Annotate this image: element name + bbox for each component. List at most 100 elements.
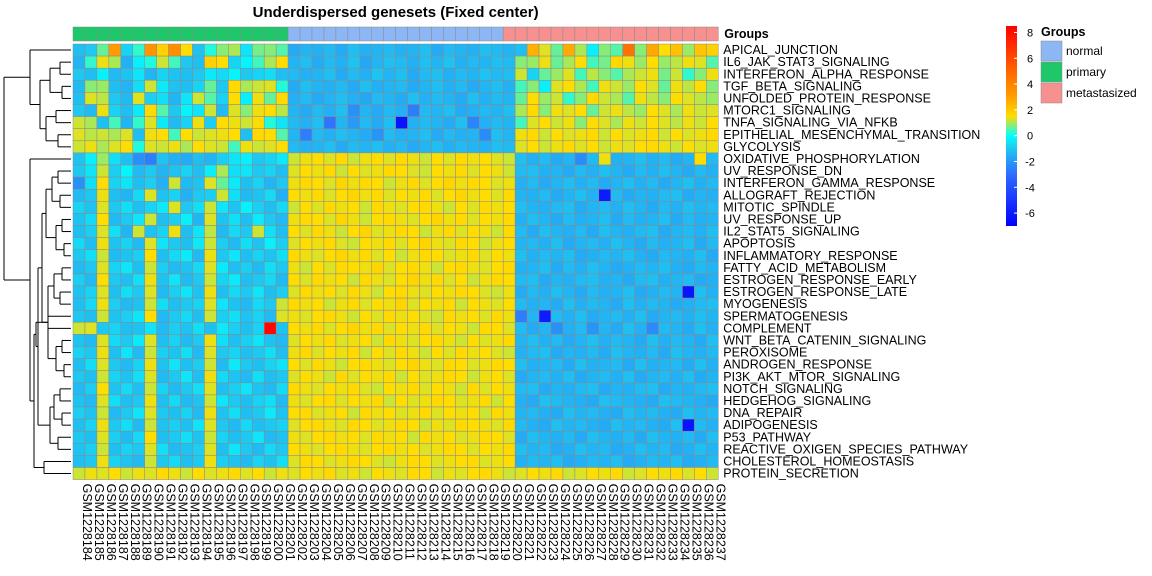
heatmap-cell	[526, 92, 540, 105]
heatmap-cell	[323, 297, 337, 311]
heatmap-cell	[706, 370, 719, 384]
heatmap-cell	[622, 67, 635, 81]
heatmap-cell	[622, 370, 635, 384]
heatmap-cell	[467, 225, 480, 238]
heatmap-cell	[670, 140, 683, 154]
heatmap-cell	[359, 176, 372, 190]
heatmap-cell	[168, 430, 181, 444]
row-label: ANDROGEN_RESPONSE	[723, 358, 872, 372]
heatmap-cell	[550, 382, 564, 396]
heatmap-cell	[622, 164, 635, 178]
heatmap-cell	[479, 116, 492, 129]
heatmap-cell	[491, 201, 504, 214]
heatmap-cell	[120, 346, 134, 359]
heatmap-cell	[263, 152, 277, 166]
annotation-cell-metastasized	[658, 26, 671, 42]
heatmap-cell	[407, 322, 420, 335]
heatmap-cell	[562, 334, 576, 347]
heatmap-cell	[706, 418, 719, 432]
heatmap-cell	[383, 213, 396, 226]
heatmap-cell	[84, 418, 98, 432]
heatmap-cell	[431, 418, 444, 432]
heatmap-cell	[252, 394, 265, 408]
heatmap-cell	[96, 80, 110, 93]
heatmap-cell	[550, 140, 564, 154]
heatmap-cell	[694, 285, 707, 299]
heatmap-cell	[168, 164, 181, 178]
heatmap-cell	[586, 249, 600, 263]
heatmap-cell	[419, 152, 432, 166]
heatmap-cell	[610, 467, 623, 480]
heatmap-cell	[156, 104, 169, 117]
heatmap-cell	[84, 382, 98, 396]
heatmap-cell	[204, 309, 217, 323]
heatmap-cell	[323, 334, 337, 347]
heatmap-cell	[526, 467, 540, 480]
heatmap-cell	[694, 201, 707, 214]
heatmap-cell	[598, 285, 611, 299]
heatmap-cell	[574, 92, 588, 105]
heatmap-cell	[275, 358, 289, 371]
heatmap-cell	[586, 104, 600, 117]
heatmap-cell	[156, 322, 169, 335]
heatmap-cell	[144, 104, 157, 117]
heatmap-cell	[144, 334, 157, 347]
heatmap-cell	[323, 346, 337, 359]
heatmap-cell	[299, 43, 313, 57]
heatmap-cell	[96, 104, 110, 117]
heatmap-cell	[275, 261, 289, 275]
heatmap-cell	[335, 55, 349, 69]
heatmap-cell	[502, 370, 516, 384]
column-label: GSM1228213	[427, 484, 441, 561]
annotation-cell-primary	[156, 26, 169, 42]
heatmap-cell	[216, 346, 229, 359]
heatmap-cell	[502, 67, 516, 81]
heatmap-cell	[287, 249, 301, 263]
heatmap-cell	[228, 55, 241, 69]
heatmap-cell	[311, 237, 325, 250]
heatmap-cell	[84, 237, 98, 250]
heatmap-cell	[670, 406, 683, 420]
heatmap-cell	[574, 80, 588, 93]
heatmap-cell	[491, 116, 504, 129]
annotation-cell-metastasized	[586, 26, 600, 42]
heatmap-cell	[72, 358, 86, 371]
annotation-cell-primary	[263, 26, 277, 42]
heatmap-cell	[467, 128, 480, 142]
heatmap-cell	[646, 370, 659, 384]
heatmap-cell	[383, 418, 396, 432]
heatmap-cell	[311, 273, 325, 287]
heatmap-cell	[311, 116, 325, 129]
heatmap-cell	[359, 430, 372, 444]
heatmap-cell	[204, 273, 217, 287]
heatmap-cell	[132, 406, 145, 420]
heatmap-cell	[275, 67, 289, 81]
annotation-cell-primary	[228, 26, 241, 42]
heatmap-cell	[634, 213, 647, 226]
heatmap-cell	[634, 297, 647, 311]
heatmap-cell	[694, 430, 707, 444]
heatmap-cell	[120, 418, 134, 432]
heatmap-cell	[622, 467, 635, 480]
heatmap-cell	[323, 261, 337, 275]
heatmap-cell	[359, 164, 372, 178]
heatmap-cell	[299, 225, 313, 238]
heatmap-cell	[216, 370, 229, 384]
heatmap-cell	[395, 334, 408, 347]
heatmap-cell	[216, 334, 229, 347]
heatmap-cell	[586, 213, 600, 226]
heatmap-cell	[419, 406, 432, 420]
heatmap-cell	[514, 370, 528, 384]
heatmap-cell	[586, 309, 600, 323]
heatmap-cell	[120, 443, 134, 456]
heatmap-cell	[383, 188, 396, 202]
heatmap-cell	[514, 92, 528, 105]
heatmap-cell	[335, 358, 349, 371]
heatmap-cell	[431, 370, 444, 384]
heatmap-cell	[287, 285, 301, 299]
heatmap-cell	[335, 237, 349, 250]
heatmap-cell	[610, 285, 623, 299]
heatmap-cell	[658, 358, 671, 371]
heatmap-cell	[228, 225, 241, 238]
heatmap-cell	[550, 104, 564, 117]
